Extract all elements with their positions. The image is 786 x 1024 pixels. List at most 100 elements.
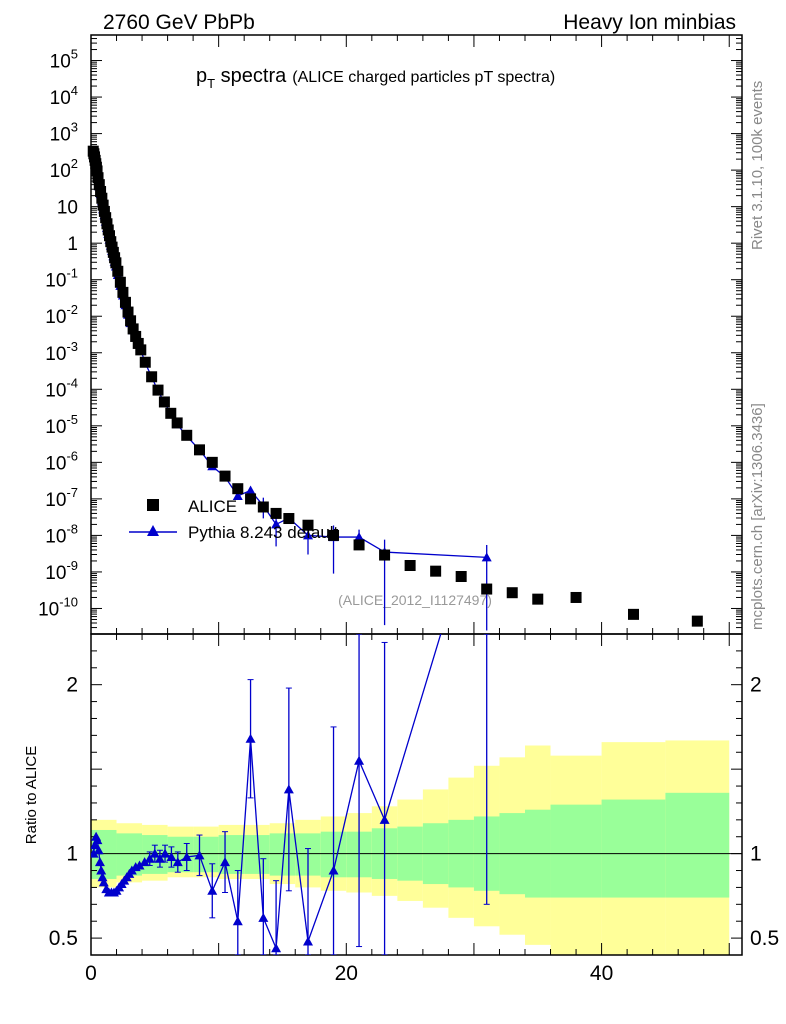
- data-main-point: [97, 199, 109, 211]
- mc-ratio-point: [149, 848, 160, 858]
- mc-ratio-point: [160, 848, 171, 858]
- axes: 10510410310210110-110-210-310-410-510-61…: [38, 34, 779, 985]
- data-main-point: [139, 356, 151, 368]
- data-main-point: [93, 179, 105, 191]
- mc-main-point: [232, 490, 243, 500]
- data-main-point: [379, 549, 391, 561]
- data-main-point: [91, 165, 103, 177]
- data-main-point: [132, 337, 144, 349]
- data-main-point: [302, 519, 314, 531]
- mc-ratio-point: [283, 784, 294, 794]
- main-ytick-label: 10-9: [45, 558, 78, 584]
- band-inner-bin: [244, 835, 270, 874]
- mc-ratio-point: [194, 850, 205, 860]
- ratio-ytick-label: 0.5: [49, 927, 78, 950]
- band-inner-bin: [550, 804, 602, 898]
- mc-main-point: [303, 530, 313, 540]
- mc-ratio-point: [91, 840, 100, 850]
- mc-ratio-point: [92, 835, 103, 845]
- mc-ratio-point: [172, 857, 183, 867]
- data-main-point: [270, 507, 282, 519]
- mcplots-label: mcplots.cern.ch [arXiv:1306.3436]: [749, 403, 766, 630]
- title-rest: spectra: [215, 65, 287, 87]
- data-main-point: [430, 565, 442, 577]
- data-main-point: [117, 286, 129, 298]
- process-label: Heavy Ion minbias: [563, 11, 736, 34]
- main-ytick-label: 1: [67, 234, 78, 255]
- ratio-ytick-label-right: 0.5: [750, 927, 779, 950]
- data-main-point: [122, 306, 134, 318]
- data-main-point: [171, 417, 183, 429]
- mc-ratio-point: [181, 852, 192, 862]
- mc-ratio-point: [271, 943, 282, 953]
- uncertainty-bands: [91, 740, 730, 955]
- mc-ratio-point: [303, 936, 313, 946]
- mc-main-point: [481, 552, 492, 562]
- data-main-point: [125, 315, 137, 327]
- mc-ratio-point: [379, 814, 390, 824]
- title-p: p: [196, 65, 207, 87]
- band-inner-bin: [193, 836, 219, 873]
- band-inner-bin: [665, 792, 730, 898]
- data-main-point: [506, 587, 518, 599]
- main-ytick-label: 10: [57, 198, 78, 219]
- data-main-point: [165, 407, 177, 419]
- data-main-point: [328, 529, 340, 541]
- mc-main-point: [271, 519, 282, 529]
- main-ytick-label: 104: [50, 83, 78, 109]
- mc-ratio-point: [96, 865, 107, 875]
- data-main-point: [158, 396, 170, 408]
- data-main-point: [404, 560, 416, 572]
- rivet-label: Rivet 3.1.10, 100k events: [749, 81, 766, 250]
- data-main-point: [102, 224, 114, 236]
- data-main-point: [455, 571, 467, 583]
- data-main-point: [110, 257, 122, 269]
- data-main-point: [104, 230, 116, 242]
- ratio-xtick-label: 40: [590, 962, 613, 985]
- data-main-series: [87, 145, 703, 627]
- title-paren: (ALICE charged particles pT spectra): [292, 69, 555, 86]
- data-main-point: [206, 456, 218, 468]
- data-main-point: [691, 615, 703, 627]
- ratio-ylabel: Ratio to ALICE: [23, 746, 40, 844]
- title-sub: T: [207, 76, 215, 91]
- main-ytick-label: 10-4: [45, 375, 78, 401]
- mc-ratio-point: [98, 877, 109, 887]
- mc-ratio-point: [258, 912, 269, 922]
- main-ytick-label: 10-3: [45, 339, 78, 365]
- mc-ratio-point: [97, 872, 108, 882]
- data-main-point: [481, 583, 493, 595]
- mc-ratio-point: [328, 865, 339, 875]
- analysis-watermark: (ALICE_2012_I1127497): [338, 592, 492, 608]
- mc-ratio-point: [166, 852, 177, 862]
- ratio-xtick-label: 20: [335, 962, 358, 985]
- data-main-point: [100, 212, 112, 224]
- data-main-point: [245, 493, 257, 505]
- data-main-point: [135, 344, 147, 356]
- ratio-ytick-label-right: 1: [750, 843, 762, 866]
- ratio-ytick-label: 1: [66, 843, 78, 866]
- mc-main-series: [88, 147, 492, 631]
- data-main-point: [353, 539, 365, 551]
- data-main-point: [628, 608, 639, 620]
- legend-mc-label: Pythia 8.243 default: [188, 523, 339, 542]
- data-main-point: [532, 593, 544, 605]
- data-main-point: [257, 501, 269, 513]
- main-ytick-label: 10-6: [45, 448, 78, 474]
- data-main-point: [112, 265, 124, 277]
- mc-ratio-point: [134, 860, 145, 870]
- data-main-point: [101, 218, 113, 230]
- data-main-point: [92, 172, 104, 184]
- main-ytick-label: 10-5: [45, 412, 78, 438]
- data-main-point: [98, 205, 110, 217]
- legend-data-label: ALICE: [188, 497, 237, 516]
- main-ytick-label: 10-1: [45, 266, 78, 292]
- mc-ratio-series: [91, 634, 490, 955]
- mc-main-point: [354, 532, 365, 542]
- mc-main-line: [92, 151, 487, 559]
- mc-main-point: [245, 485, 256, 495]
- ratio-xtick-label: 0: [85, 962, 97, 985]
- main-plot-frame: [90, 34, 743, 635]
- main-ytick-label: 10-7: [45, 485, 78, 511]
